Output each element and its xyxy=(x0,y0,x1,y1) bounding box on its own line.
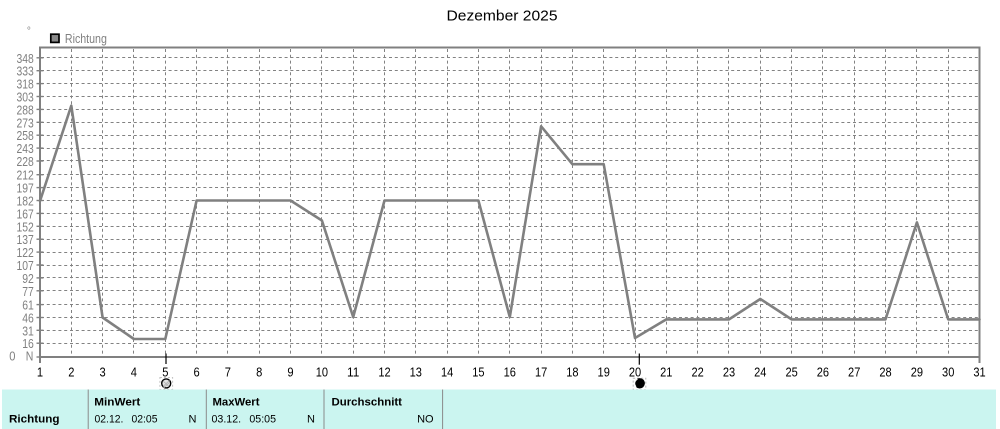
svg-text:31: 31 xyxy=(973,365,985,380)
svg-text:27: 27 xyxy=(848,365,860,380)
svg-text:77: 77 xyxy=(22,284,34,299)
svg-text:318: 318 xyxy=(17,77,34,92)
svg-text:167: 167 xyxy=(17,206,34,221)
svg-text:92: 92 xyxy=(22,271,34,286)
svg-text:26: 26 xyxy=(817,365,829,380)
svg-text:N: N xyxy=(189,414,197,426)
svg-text:0: 0 xyxy=(9,349,15,364)
svg-text:3: 3 xyxy=(100,365,106,380)
svg-text:7: 7 xyxy=(225,365,231,380)
svg-text:NO: NO xyxy=(417,414,434,426)
svg-text:02.12. 02:05: 02.12. 02:05 xyxy=(95,414,158,426)
svg-text:5: 5 xyxy=(162,365,168,380)
svg-text:243: 243 xyxy=(17,141,34,156)
svg-text:8: 8 xyxy=(256,365,262,380)
svg-text:11: 11 xyxy=(347,365,359,380)
svg-text:107: 107 xyxy=(17,258,34,273)
svg-text:16: 16 xyxy=(504,365,516,380)
svg-text:Richtung: Richtung xyxy=(9,414,60,426)
svg-text:31: 31 xyxy=(22,323,34,338)
svg-text:N: N xyxy=(307,414,315,426)
svg-text:61: 61 xyxy=(22,298,34,313)
svg-text:Richtung: Richtung xyxy=(65,32,107,46)
svg-text:182: 182 xyxy=(17,194,34,209)
svg-text:29: 29 xyxy=(911,365,923,380)
svg-text:20: 20 xyxy=(629,365,641,380)
svg-text:25: 25 xyxy=(785,365,797,380)
svg-text:MinWert: MinWert xyxy=(94,397,140,409)
svg-text:288: 288 xyxy=(17,102,34,117)
svg-text:212: 212 xyxy=(17,168,34,183)
svg-text:258: 258 xyxy=(17,128,34,143)
svg-text:15: 15 xyxy=(472,365,484,380)
svg-text:03.12. 05:05: 03.12. 05:05 xyxy=(212,414,277,426)
svg-text:°: ° xyxy=(27,26,31,37)
svg-text:4: 4 xyxy=(131,365,137,380)
svg-text:23: 23 xyxy=(723,365,735,380)
svg-text:6: 6 xyxy=(194,365,200,380)
svg-text:N: N xyxy=(26,349,34,364)
svg-text:348: 348 xyxy=(17,51,34,66)
svg-text:303: 303 xyxy=(17,90,34,105)
svg-text:28: 28 xyxy=(879,365,891,380)
svg-text:16: 16 xyxy=(22,336,34,351)
svg-text:228: 228 xyxy=(17,154,34,169)
svg-text:152: 152 xyxy=(17,219,34,234)
svg-text:Dezember 2025: Dezember 2025 xyxy=(447,8,558,25)
svg-text:1: 1 xyxy=(37,365,43,380)
svg-text:10: 10 xyxy=(316,365,328,380)
svg-text:137: 137 xyxy=(17,232,34,247)
svg-text:122: 122 xyxy=(17,245,34,260)
svg-text:9: 9 xyxy=(287,365,293,380)
svg-text:13: 13 xyxy=(410,365,422,380)
svg-text:19: 19 xyxy=(598,365,610,380)
svg-text:MaxWert: MaxWert xyxy=(213,397,260,409)
svg-text:17: 17 xyxy=(535,365,547,380)
svg-text:22: 22 xyxy=(691,365,703,380)
svg-text:30: 30 xyxy=(942,365,954,380)
svg-text:24: 24 xyxy=(754,365,766,380)
svg-text:46: 46 xyxy=(22,311,34,326)
svg-text:2: 2 xyxy=(68,365,74,380)
svg-text:273: 273 xyxy=(17,115,34,130)
svg-text:21: 21 xyxy=(660,365,672,380)
svg-text:Durchschnitt: Durchschnitt xyxy=(332,397,403,409)
svg-text:12: 12 xyxy=(378,365,390,380)
svg-text:14: 14 xyxy=(441,365,453,380)
svg-text:18: 18 xyxy=(566,365,578,380)
svg-text:197: 197 xyxy=(17,181,34,196)
svg-text:333: 333 xyxy=(17,64,34,79)
